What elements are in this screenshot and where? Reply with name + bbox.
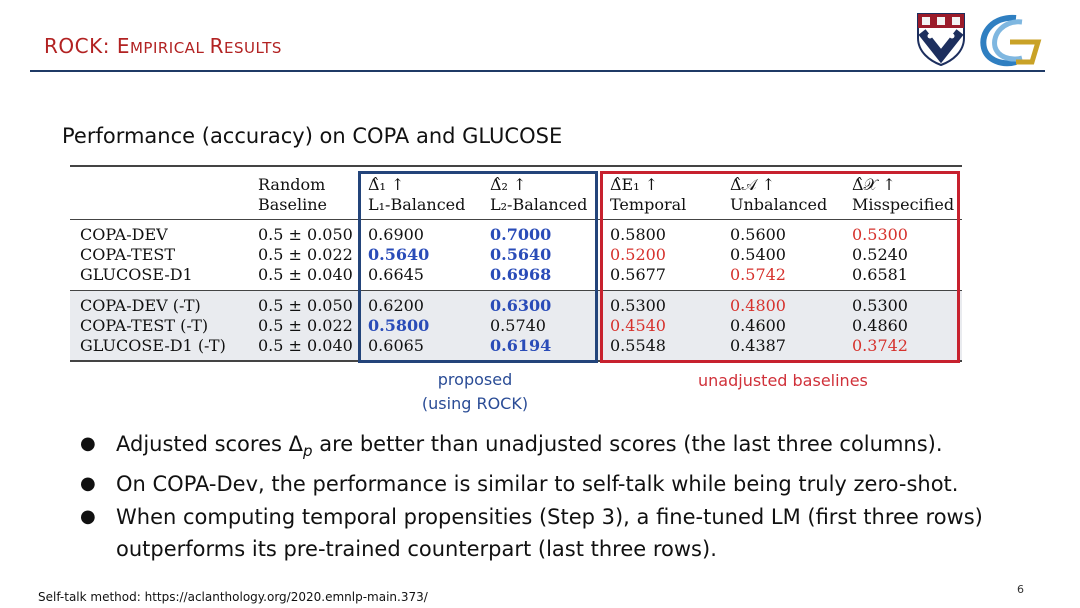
cell-da: 0.5400 [730, 245, 786, 264]
row-baseline: 0.5 ± 0.022 [258, 245, 353, 264]
proposed-label-line2: (using ROCK) [421, 394, 529, 413]
row-baseline: 0.5 ± 0.040 [258, 336, 353, 355]
cell-da: 0.4800 [730, 296, 786, 315]
delta-symbol: Δ [288, 432, 303, 456]
header-l2-balanced: L₂-Balanced [490, 195, 588, 214]
bullet-text: On COPA-Dev, the performance is similar … [116, 472, 959, 497]
footer-reference: Self-talk method: https://aclanthology.o… [38, 590, 428, 604]
header-temporal: Temporal [610, 195, 687, 214]
cell-d1: 0.6900 [368, 225, 424, 244]
bullet-dot-icon: ● [80, 506, 96, 528]
header-delta2: Δ̂₂ ↑ [490, 175, 527, 194]
bullet-item: ● Adjusted scores Δp are better than una… [74, 428, 1034, 467]
cell-da: 0.5600 [730, 225, 786, 244]
title-smallcaps: MPIRICAL [129, 39, 210, 57]
row-name: COPA-DEV [80, 225, 168, 244]
proposed-columns-box [358, 171, 598, 363]
header-delta1: Δ̂₁ ↑ [368, 175, 405, 194]
row-name: COPA-TEST [80, 245, 176, 264]
table-mid-rule [70, 290, 962, 291]
g-swoosh-logo [980, 14, 1042, 67]
cell-d1: 0.6200 [368, 296, 424, 315]
cell-dx: 0.6581 [852, 265, 908, 284]
cell-dx: 0.5240 [852, 245, 908, 264]
row-name: COPA-DEV (-T) [80, 296, 201, 315]
delta-subscript: p [303, 442, 313, 461]
row-baseline: 0.5 ± 0.022 [258, 316, 353, 335]
slide-title: ROCK: EMPIRICAL RESULTS [44, 34, 282, 58]
results-table: Random Baseline Δ̂₁ ↑ L₁-Balanced Δ̂₂ ↑ … [70, 165, 962, 363]
page-number: 6 [1017, 583, 1024, 596]
header-deltaE: Δ̂E₁ ↑ [610, 175, 659, 194]
cell-de: 0.5300 [610, 296, 666, 315]
row-name: GLUCOSE-D1 (-T) [80, 336, 226, 355]
cell-de: 0.5800 [610, 225, 666, 244]
row-baseline: 0.5 ± 0.040 [258, 265, 353, 284]
cell-d1: 0.5640 [368, 245, 430, 264]
row-baseline: 0.5 ± 0.050 [258, 296, 353, 315]
cell-dx: 0.3742 [852, 336, 908, 355]
header-misspecified: Misspecified [852, 195, 955, 214]
cell-d2: 0.7000 [490, 225, 552, 244]
cell-de: 0.4540 [610, 316, 666, 335]
cell-d2: 0.6968 [490, 265, 552, 284]
table-header-rule [70, 219, 962, 220]
proposed-label: proposed (using ROCK) [410, 368, 540, 416]
unadjusted-label: unadjusted baselines [698, 371, 868, 390]
cell-dx: 0.5300 [852, 296, 908, 315]
title-text: ROCK: E [44, 34, 130, 58]
header-deltaX: Δ̂𝒳 ↑ [852, 175, 896, 194]
bullet-dot-icon: ● [80, 473, 96, 495]
subtitle: Performance (accuracy) on COPA and GLUCO… [62, 124, 563, 148]
title-text-r: R [209, 34, 224, 58]
pretrained-rows-shading [70, 291, 962, 362]
cell-d2: 0.6300 [490, 296, 552, 315]
cell-da: 0.4600 [730, 316, 786, 335]
cell-dx: 0.4860 [852, 316, 908, 335]
bullet-text: When computing temporal propensities (St… [116, 505, 983, 562]
title-smallcaps-2: ESULTS [223, 39, 282, 57]
cell-da: 0.5742 [730, 265, 786, 284]
penn-shield-logo [917, 13, 965, 66]
cell-d2: 0.6194 [490, 336, 552, 355]
cell-de: 0.5200 [610, 245, 666, 264]
title-divider [30, 70, 1045, 72]
header-l1-balanced: L₁-Balanced [368, 195, 466, 214]
header-random: Random [258, 175, 326, 194]
table-top-rule [70, 165, 962, 167]
unadjusted-columns-box [600, 171, 960, 363]
row-baseline: 0.5 ± 0.050 [258, 225, 353, 244]
cell-de: 0.5548 [610, 336, 666, 355]
bullet-list: ● Adjusted scores Δp are better than una… [74, 428, 1034, 566]
row-name: GLUCOSE-D1 [80, 265, 193, 284]
cell-d1: 0.6645 [368, 265, 424, 284]
cell-de: 0.5677 [610, 265, 666, 284]
proposed-label-line1: proposed [437, 370, 513, 389]
bullet-text-cont: are better than unadjusted scores (the l… [312, 432, 943, 456]
cell-da: 0.4387 [730, 336, 786, 355]
cell-d1: 0.6065 [368, 336, 424, 355]
bullet-item: ● On COPA-Dev, the performance is simila… [74, 468, 1034, 500]
header-baseline: Baseline [258, 195, 327, 214]
cell-dx: 0.5300 [852, 225, 908, 244]
cell-d2: 0.5740 [490, 316, 546, 335]
bullet-dot-icon: ● [80, 433, 96, 454]
bullet-text: Adjusted scores [116, 432, 289, 456]
bullet-item: ● When computing temporal propensities (… [74, 501, 1034, 565]
cell-d1: 0.5800 [368, 316, 430, 335]
row-name: COPA-TEST (-T) [80, 316, 209, 335]
header-deltaA: Δ̂𝒜 ↑ [730, 175, 776, 194]
header-unbalanced: Unbalanced [730, 195, 828, 214]
cell-d2: 0.5640 [490, 245, 552, 264]
